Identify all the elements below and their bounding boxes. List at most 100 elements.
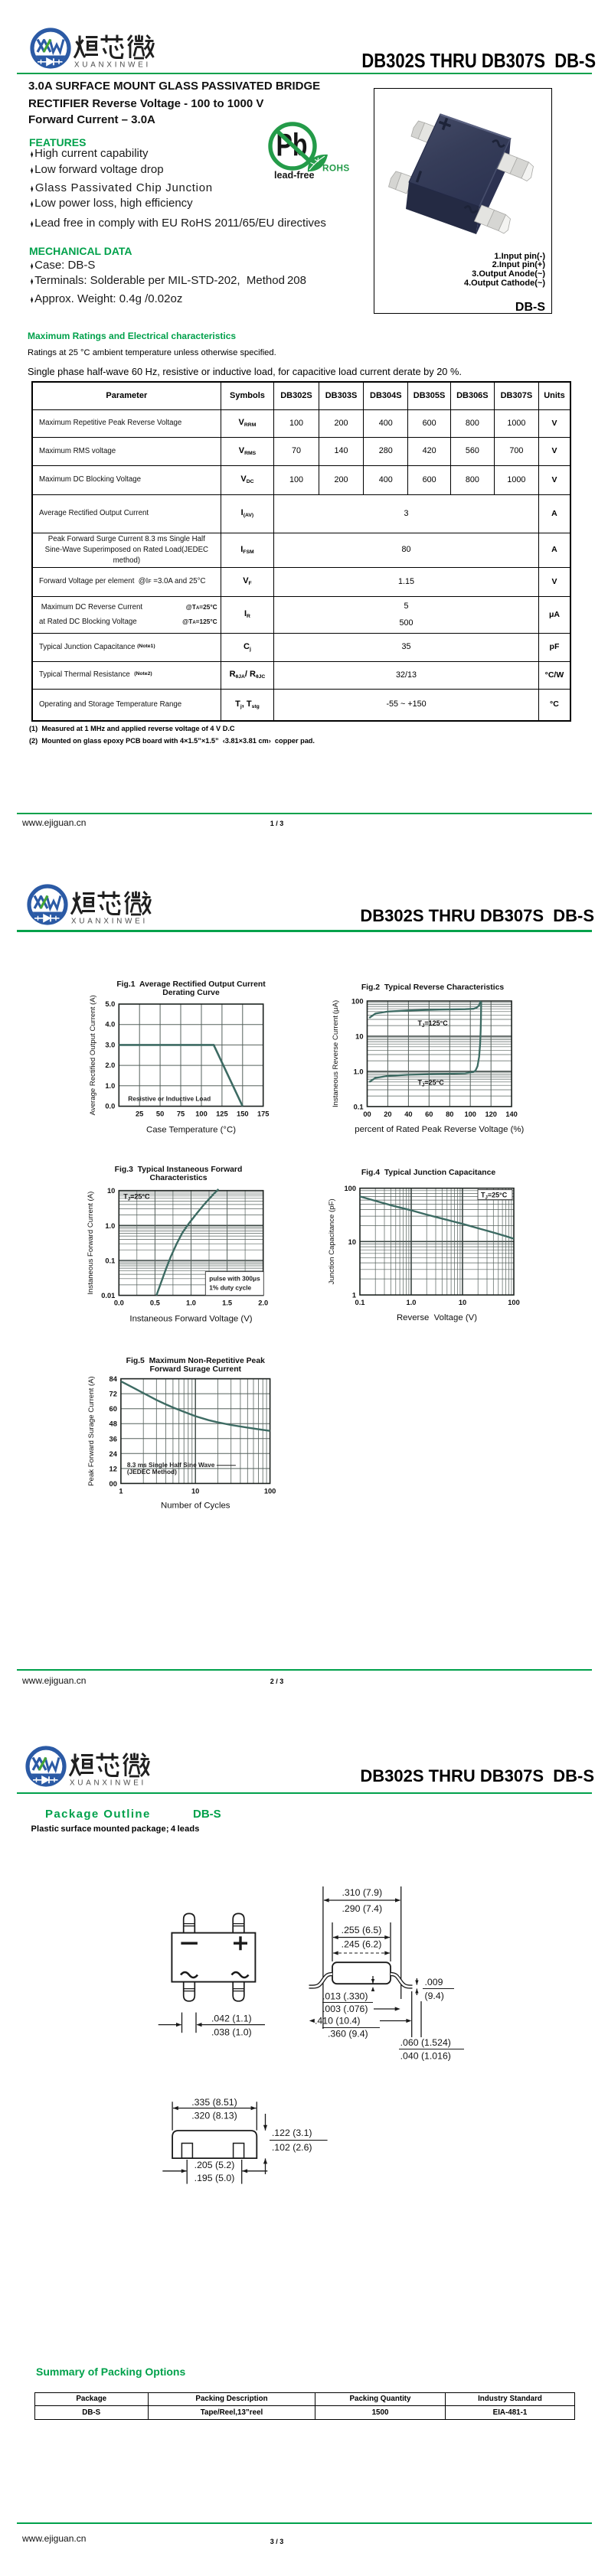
svg-text:Fig.1 Average Rectified Outpu: Fig.1 Average Rectified Output Current — [116, 980, 266, 989]
svg-text:.003 (.076): .003 (.076) — [322, 2004, 368, 2014]
svg-text:Number of Cycles: Number of Cycles — [161, 1501, 230, 1510]
svg-text:2.0: 2.0 — [258, 1299, 268, 1307]
svg-text:100: 100 — [464, 1110, 476, 1118]
svg-text:.290 (7.4): .290 (7.4) — [342, 1903, 382, 1914]
svg-text:Forward Surage Current: Forward Surage Current — [149, 1365, 241, 1374]
svg-text:0.0: 0.0 — [105, 1103, 115, 1110]
svg-text:Junction Capacitance (pF): Junction Capacitance (pF) — [328, 1198, 336, 1284]
svg-text:10: 10 — [107, 1187, 115, 1195]
svg-text:36: 36 — [110, 1435, 117, 1443]
svg-text:.255 (6.5): .255 (6.5) — [342, 1925, 382, 1935]
svg-text:.042 (1.1): .042 (1.1) — [211, 2014, 252, 2024]
svg-text:Peak Forward Surage Current (A: Peak Forward Surage Current (A) — [87, 1376, 96, 1485]
svg-text:00: 00 — [110, 1480, 117, 1488]
svg-text:0.1: 0.1 — [355, 1299, 365, 1306]
svg-text:2.0: 2.0 — [105, 1061, 115, 1069]
svg-text:.122 (3.1): .122 (3.1) — [272, 2128, 312, 2138]
svg-text:10: 10 — [348, 1238, 356, 1246]
svg-text:10: 10 — [191, 1487, 199, 1495]
svg-text:1% duty cycle: 1% duty cycle — [209, 1284, 251, 1292]
svg-text:100: 100 — [195, 1110, 208, 1118]
svg-text:.310 (7.9): .310 (7.9) — [342, 1887, 382, 1898]
svg-text:.410 (10.4): .410 (10.4) — [315, 2016, 360, 2027]
svg-text:100: 100 — [344, 1185, 356, 1192]
svg-text:XUANXINWEI: XUANXINWEI — [74, 61, 151, 70]
svg-text:TJ=25°C: TJ=25°C — [418, 1078, 445, 1087]
svg-text:100: 100 — [351, 998, 364, 1006]
svg-text:1: 1 — [119, 1487, 123, 1495]
svg-text:4.0: 4.0 — [105, 1021, 115, 1029]
svg-text:percent of Rated Peak Reverse: percent of Rated Peak Reverse Voltage (%… — [355, 1125, 524, 1134]
svg-text:0.01: 0.01 — [101, 1292, 115, 1299]
svg-text:Fig.3 Typical Instaneous Forw: Fig.3 Typical Instaneous Forward — [115, 1166, 243, 1174]
svg-text:00: 00 — [363, 1110, 371, 1118]
svg-text:140: 140 — [505, 1110, 518, 1118]
svg-text:1.0: 1.0 — [407, 1299, 417, 1306]
svg-text:84: 84 — [110, 1375, 118, 1383]
svg-text:Average Rectified Output Curre: Average Rectified Output Current (A) — [89, 995, 97, 1115]
svg-text:.040 (1.016): .040 (1.016) — [400, 2051, 451, 2062]
svg-text:0.0: 0.0 — [114, 1299, 124, 1307]
svg-text:10: 10 — [355, 1033, 363, 1041]
svg-text:Instaneous Forward Voltage (V): Instaneous Forward Voltage (V) — [129, 1315, 252, 1324]
svg-text:ROHS: ROHS — [322, 163, 350, 174]
svg-text:TJ=125°C: TJ=125°C — [418, 1019, 449, 1029]
svg-text:3.0: 3.0 — [105, 1041, 115, 1048]
svg-text:120: 120 — [485, 1110, 497, 1118]
svg-text:lead-free: lead-free — [274, 170, 315, 181]
svg-text:1.0: 1.0 — [354, 1068, 364, 1075]
svg-text:24: 24 — [110, 1450, 118, 1458]
svg-text:1.0: 1.0 — [105, 1222, 115, 1230]
svg-text:.060 (1.524): .060 (1.524) — [400, 2037, 451, 2048]
svg-text:TJ=25°C: TJ=25°C — [481, 1192, 508, 1201]
svg-text:Characteristics: Characteristics — [149, 1174, 207, 1182]
svg-text:.102 (2.6): .102 (2.6) — [272, 2142, 312, 2153]
svg-text:.360 (9.4): .360 (9.4) — [328, 2029, 368, 2040]
svg-text:.205 (5.2): .205 (5.2) — [194, 2160, 235, 2170]
svg-text:Resistive or Inductive Load: Resistive or Inductive Load — [128, 1095, 211, 1103]
svg-text:XUANXINWEI: XUANXINWEI — [70, 1779, 146, 1788]
svg-text:80: 80 — [446, 1110, 453, 1118]
svg-text:60: 60 — [110, 1405, 117, 1413]
svg-text:XUANXINWEI: XUANXINWEI — [71, 918, 148, 926]
svg-text:pulse with 300μs: pulse with 300μs — [209, 1275, 260, 1283]
svg-text:Fig.4 Typical Junction Capaci: Fig.4 Typical Junction Capacitance — [361, 1169, 496, 1177]
svg-text:10: 10 — [459, 1299, 466, 1306]
svg-text:Instaneous Forward Current (A): Instaneous Forward Current (A) — [87, 1192, 95, 1295]
svg-text:100: 100 — [264, 1487, 276, 1495]
svg-text:(JEDEC Method): (JEDEC Method) — [127, 1468, 177, 1475]
svg-text:Derating Curve: Derating Curve — [162, 989, 220, 997]
svg-text:175: 175 — [257, 1110, 270, 1118]
svg-text:72: 72 — [110, 1391, 117, 1398]
svg-text:.009: .009 — [425, 1977, 443, 1987]
svg-text:25: 25 — [136, 1110, 143, 1118]
svg-text:1.5: 1.5 — [222, 1299, 232, 1307]
svg-text:.320 (8.13): .320 (8.13) — [191, 2111, 237, 2121]
svg-text:5.0: 5.0 — [105, 1000, 115, 1008]
svg-text:.335 (8.51): .335 (8.51) — [191, 2097, 237, 2108]
svg-text:12: 12 — [110, 1465, 117, 1472]
svg-text:Fig.5 Maximum Non-Repetitive: Fig.5 Maximum Non-Repetitive Peak — [126, 1357, 266, 1365]
svg-text:.038 (1.0): .038 (1.0) — [211, 2027, 252, 2038]
svg-text:TJ=25°C: TJ=25°C — [123, 1193, 150, 1202]
svg-text:0.5: 0.5 — [150, 1299, 160, 1307]
svg-text:Case Temperature (°C): Case Temperature (°C) — [146, 1126, 236, 1135]
svg-text:75: 75 — [177, 1110, 185, 1118]
svg-text:40: 40 — [404, 1110, 412, 1118]
svg-text:100: 100 — [508, 1299, 520, 1306]
svg-text:150: 150 — [237, 1110, 249, 1118]
svg-text:1: 1 — [352, 1292, 356, 1299]
svg-text:.245 (6.2): .245 (6.2) — [342, 1939, 382, 1950]
svg-text:1.0: 1.0 — [105, 1082, 115, 1090]
svg-text:0.1: 0.1 — [105, 1257, 115, 1265]
svg-text:20: 20 — [384, 1110, 391, 1118]
svg-text:8.3 ms Single Half Sine Wave: 8.3 ms Single Half Sine Wave — [127, 1461, 215, 1469]
svg-text:.013 (.330): .013 (.330) — [322, 1991, 368, 2002]
svg-text:.195 (5.0): .195 (5.0) — [194, 2173, 235, 2183]
svg-text:60: 60 — [425, 1110, 433, 1118]
svg-text:Instaneous Reverse Current (μA: Instaneous Reverse Current (μA) — [332, 1000, 340, 1107]
svg-text:Reverse Voltage (V): Reverse Voltage (V) — [397, 1313, 477, 1322]
svg-text:48: 48 — [110, 1420, 117, 1428]
svg-text:(9.4): (9.4) — [425, 1991, 444, 2001]
svg-text:Fig.2 Typical Reverse Charact: Fig.2 Typical Reverse Characteristics — [361, 983, 505, 992]
